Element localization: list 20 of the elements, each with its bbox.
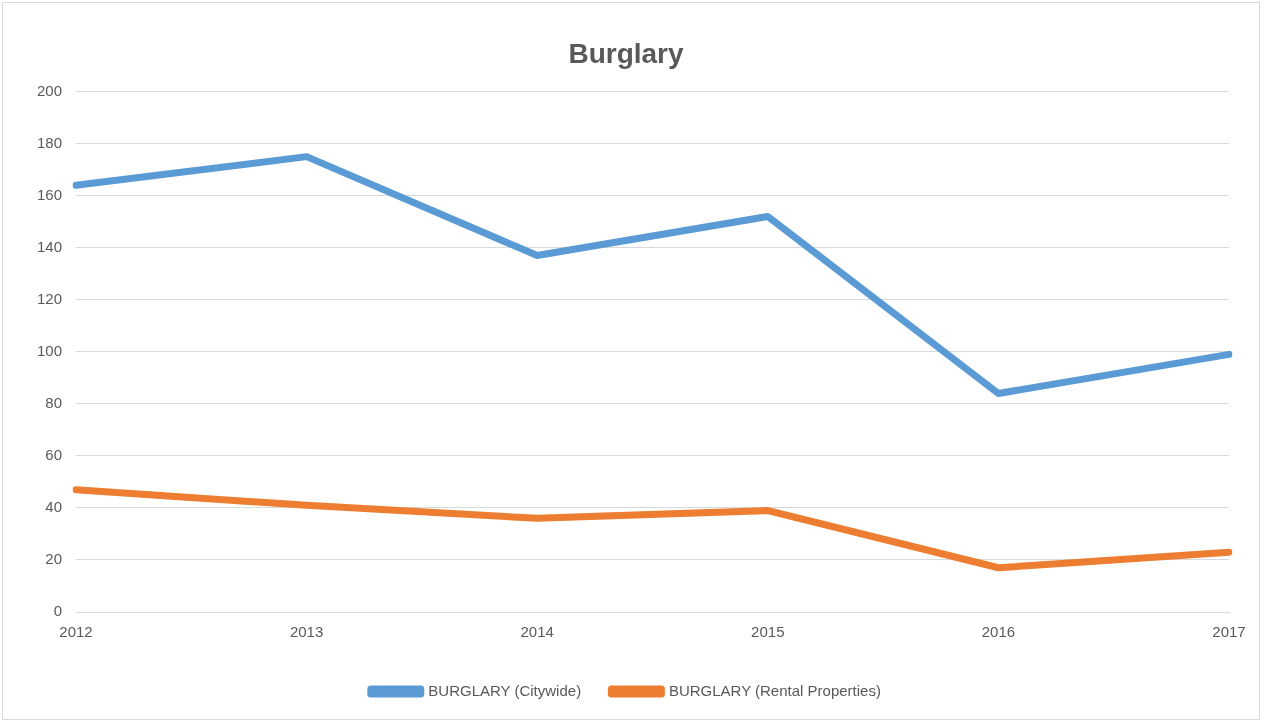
x-tick-label: 2013 — [289, 623, 324, 641]
x-tick-label: 2015 — [751, 623, 785, 641]
x-tick-label: 2012 — [59, 623, 93, 641]
x-tick-label: 2017 — [1212, 623, 1246, 641]
legend-label: BURGLARY (Rental Properties) — [668, 681, 881, 699]
y-tick-label: 80 — [45, 393, 63, 411]
y-tick-label: 0 — [53, 602, 63, 620]
y-tick-label: 120 — [37, 289, 63, 307]
legend-label: BURGLARY (Citywide) — [428, 681, 582, 699]
chart-title: Burglary — [568, 37, 684, 69]
y-tick-label: 20 — [45, 550, 63, 568]
y-tick-label: 100 — [37, 341, 63, 359]
x-tick-label: 2014 — [520, 623, 554, 641]
y-tick-label: 160 — [37, 185, 63, 203]
y-tick-label: 140 — [37, 237, 63, 255]
y-tick-label: 200 — [37, 81, 63, 99]
y-tick-label: 40 — [45, 498, 63, 516]
y-tick-label: 180 — [37, 133, 63, 151]
x-tick-label: 2016 — [981, 623, 1016, 641]
y-tick-label: 60 — [45, 446, 63, 464]
